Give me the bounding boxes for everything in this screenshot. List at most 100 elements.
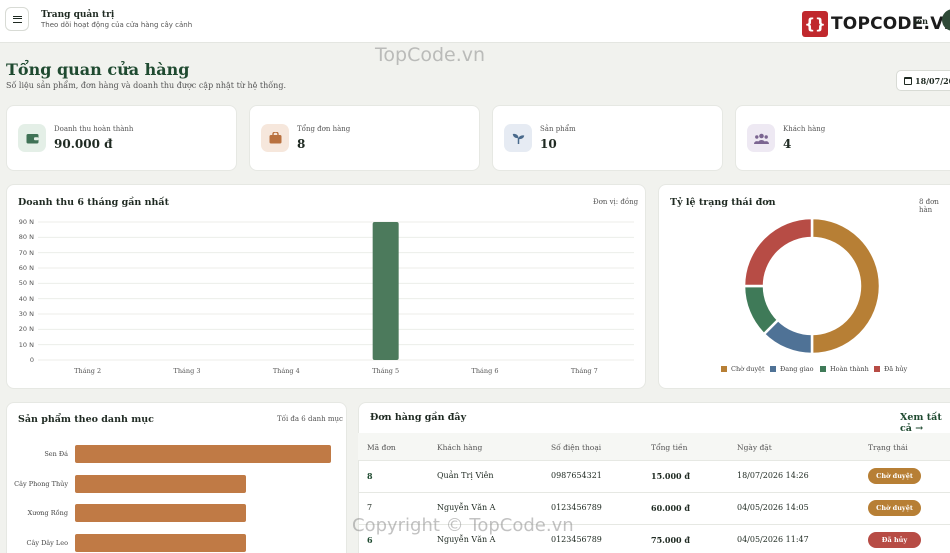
logo-mark-icon: {}: [802, 11, 828, 37]
legend-swatch: [721, 366, 727, 372]
bag-icon: [261, 124, 289, 152]
stat-label: Khách hàng: [783, 125, 826, 133]
page-subtitle: Số liệu sản phẩm, đơn hàng và doanh thu …: [6, 81, 286, 90]
recent-orders-title: Đơn hàng gần đây: [370, 412, 467, 423]
x-tick-label: Tháng 7: [570, 367, 598, 375]
y-tick-label: 50 N: [18, 279, 34, 288]
category-label: Xương Rồng: [27, 509, 68, 517]
order-customer: Nguyễn Văn A: [437, 535, 496, 544]
recent-orders-card: [358, 402, 950, 553]
column-header: Trạng thái: [868, 443, 908, 452]
stat-label: Doanh thu hoàn thành: [54, 125, 134, 133]
column-header: Khách hàng: [437, 443, 483, 452]
legend-swatch: [874, 366, 880, 372]
app-subtitle: Theo dõi hoạt động của cửa hàng cây cảnh: [41, 21, 193, 29]
category-bar[interactable]: [75, 445, 331, 463]
column-header: Tổng tiền: [651, 443, 688, 452]
y-tick-label: 70 N: [18, 248, 34, 257]
donut-slice[interactable]: [742, 216, 814, 288]
category-bar[interactable]: [75, 533, 246, 552]
user-name[interactable]: iên: [914, 16, 928, 26]
menu-toggle-button[interactable]: [5, 7, 29, 31]
category-note: Tối đa 6 danh mục: [277, 415, 343, 423]
revenue-chart-card: [6, 184, 646, 389]
row-divider: [358, 492, 950, 493]
order-phone: 0123456789: [551, 503, 602, 512]
y-tick-label: 90 N: [18, 218, 34, 226]
order-total: 15.000 đ: [651, 471, 690, 481]
order-id[interactable]: 6: [367, 535, 373, 545]
legend-label: Đã hủy: [884, 365, 908, 373]
stat-card-customers: Khách hàng 4: [735, 105, 950, 171]
x-tick-label: Tháng 2: [74, 367, 102, 375]
sprout-icon: [504, 124, 532, 152]
column-header: Ngày đặt: [737, 443, 772, 452]
revenue-bar[interactable]: [372, 222, 399, 360]
order-date: 04/05/2026 11:47: [737, 535, 809, 544]
order-customer: Quản Trị Viên: [437, 471, 494, 480]
stat-card-revenue: Doanh thu hoàn thành 90.000 đ: [6, 105, 237, 171]
y-tick-label: 10 N: [18, 340, 34, 349]
category-bar[interactable]: [75, 474, 246, 493]
order-date: 04/05/2026 14:05: [737, 503, 809, 512]
order-date: 18/07/2026 14:26: [737, 471, 809, 480]
date-value: 18/07/20: [915, 75, 950, 86]
legend-item: Đã hủy: [874, 365, 907, 373]
app-title: Trang quản trị: [41, 10, 115, 20]
order-total: 75.000 đ: [651, 535, 690, 545]
y-tick-label: 60 N: [18, 264, 34, 272]
x-tick-label: Tháng 5: [372, 367, 400, 375]
y-tick-label: 30 N: [18, 310, 34, 318]
stat-value: 10: [540, 137, 557, 151]
order-id[interactable]: 7: [367, 503, 373, 512]
stat-card-orders: Tổng đơn hàng 8: [249, 105, 480, 171]
legend-label: Hoàn thành: [830, 365, 869, 373]
legend-swatch: [820, 366, 826, 372]
row-divider: [358, 460, 950, 461]
x-tick-label: Tháng 4: [272, 367, 300, 375]
revenue-unit-note: Đơn vị: đồng: [593, 198, 639, 206]
category-bar[interactable]: [75, 504, 246, 522]
stat-card-products: Sản phẩm 10: [492, 105, 723, 171]
order-id[interactable]: 8: [367, 471, 373, 481]
status-badge: Chờ duyệt: [868, 468, 921, 484]
legend-label: Chờ duyệt: [731, 365, 765, 373]
row-divider: [358, 524, 950, 525]
users-icon: [747, 124, 775, 152]
page-title: Tổng quan cửa hàng: [6, 60, 190, 79]
x-tick-label: Tháng 6: [471, 367, 499, 375]
logo-text: TOPCODE.VN: [831, 14, 950, 34]
view-all-link[interactable]: Xem tất cả →: [900, 412, 942, 434]
legend-item: Đang giao: [770, 365, 814, 373]
order-count-note: 8 đơn hàn: [919, 198, 939, 214]
legend-item: Hoàn thành: [820, 365, 869, 373]
x-tick-label: Tháng 3: [173, 367, 201, 375]
order-total: 60.000 đ: [651, 503, 690, 513]
category-label: Cây Phong Thủy: [14, 479, 68, 488]
category-label: Sen Đá: [44, 450, 68, 458]
y-tick-label: 40 N: [18, 294, 34, 303]
category-chart-title: Sản phẩm theo danh mục: [18, 414, 154, 425]
status-badge: Chờ duyệt: [868, 500, 921, 516]
avatar[interactable]: [942, 9, 950, 31]
wallet-icon: [18, 124, 46, 152]
category-label: Cây Dây Leo: [26, 538, 69, 547]
stat-value: 8: [297, 137, 306, 151]
order-phone: 0987654321: [551, 471, 602, 480]
stat-label: Sản phẩm: [540, 125, 576, 133]
stat-value: 4: [783, 137, 792, 151]
revenue-chart-title: Doanh thu 6 tháng gần nhất: [18, 197, 169, 208]
hamburger-icon: [12, 15, 22, 23]
date-filter[interactable]: 18/07/20: [896, 70, 950, 91]
topcode-logo: {} TOPCODE.VN: [802, 11, 950, 37]
legend-swatch: [770, 366, 776, 372]
donut-slice[interactable]: [810, 216, 882, 356]
table-header: [358, 433, 950, 460]
column-header: Số điện thoại: [551, 443, 602, 452]
calendar-icon: [904, 76, 912, 85]
stat-label: Tổng đơn hàng: [297, 125, 351, 133]
y-tick-label: 80 N: [18, 233, 34, 242]
stat-value: 90.000 đ: [54, 137, 113, 151]
